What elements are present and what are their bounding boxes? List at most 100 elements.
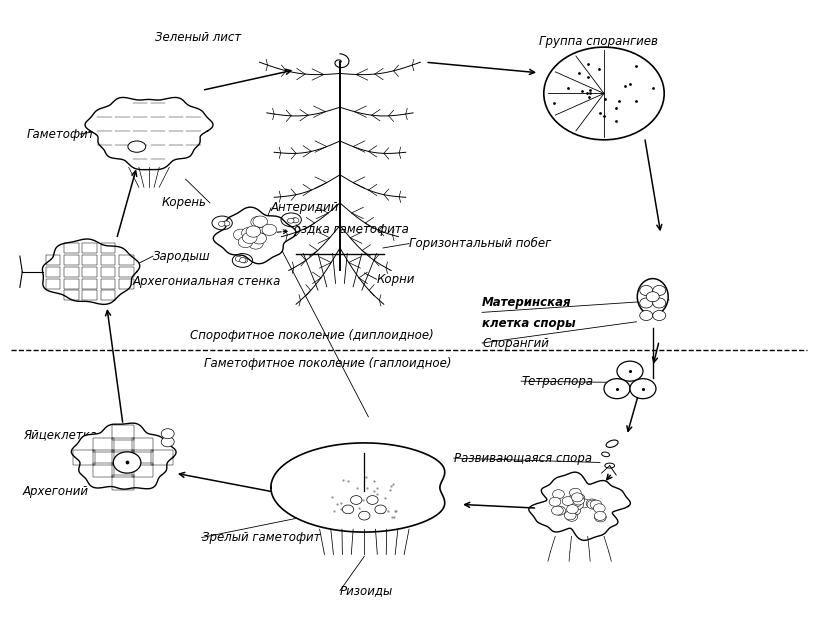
- Ellipse shape: [606, 440, 618, 447]
- Bar: [64, 290, 79, 300]
- Ellipse shape: [605, 463, 614, 468]
- Text: Зеленый лист: Зеленый лист: [155, 31, 240, 44]
- Circle shape: [570, 492, 582, 501]
- Text: клетка споры: клетка споры: [482, 317, 576, 329]
- Circle shape: [113, 452, 141, 473]
- Text: Зародыш: Зародыш: [153, 250, 211, 262]
- Text: Группа спорангиев: Группа спорангиев: [539, 35, 658, 49]
- Circle shape: [554, 506, 565, 515]
- Circle shape: [640, 298, 653, 308]
- Bar: [92, 450, 115, 465]
- Text: Корни: Корни: [376, 273, 415, 286]
- Circle shape: [238, 237, 253, 247]
- Bar: [83, 255, 97, 265]
- Bar: [112, 438, 134, 452]
- Polygon shape: [71, 423, 176, 489]
- Ellipse shape: [212, 216, 232, 230]
- Ellipse shape: [128, 141, 146, 152]
- Bar: [73, 450, 95, 465]
- Circle shape: [562, 497, 574, 505]
- Circle shape: [161, 437, 174, 447]
- Bar: [46, 255, 61, 265]
- Circle shape: [549, 497, 561, 506]
- Text: Спорофитное поколение (диплоидное): Спорофитное поколение (диплоидное): [190, 329, 434, 343]
- Circle shape: [573, 496, 584, 505]
- Circle shape: [630, 379, 656, 399]
- Text: Архегоний: Архегоний: [23, 485, 89, 498]
- Bar: [112, 425, 134, 440]
- Circle shape: [236, 256, 242, 261]
- Circle shape: [569, 488, 581, 497]
- Circle shape: [640, 310, 653, 321]
- Bar: [64, 267, 79, 277]
- Circle shape: [544, 47, 664, 140]
- Circle shape: [572, 498, 583, 507]
- Circle shape: [587, 499, 598, 508]
- Polygon shape: [213, 207, 296, 264]
- Bar: [64, 279, 79, 288]
- Text: Архегониальная стенка: Архегониальная стенка: [133, 274, 281, 288]
- Circle shape: [646, 292, 659, 302]
- Circle shape: [564, 511, 576, 520]
- Circle shape: [223, 221, 230, 226]
- Circle shape: [233, 229, 248, 240]
- Text: Материнская: Материнская: [482, 297, 572, 309]
- Bar: [101, 279, 115, 288]
- Bar: [83, 267, 97, 277]
- Bar: [119, 279, 133, 288]
- Text: Горизонтальный побег: Горизонтальный побег: [409, 237, 551, 250]
- Ellipse shape: [637, 279, 668, 315]
- Polygon shape: [528, 472, 631, 540]
- Circle shape: [253, 216, 267, 227]
- Bar: [64, 243, 79, 253]
- Bar: [83, 279, 97, 288]
- Bar: [46, 267, 61, 277]
- Circle shape: [553, 490, 564, 498]
- Bar: [101, 290, 115, 300]
- Circle shape: [262, 224, 276, 235]
- Circle shape: [251, 216, 265, 228]
- Circle shape: [240, 257, 246, 262]
- Circle shape: [604, 379, 630, 399]
- Text: Антеридий: Антеридий: [271, 201, 339, 215]
- Circle shape: [573, 493, 585, 502]
- Circle shape: [572, 500, 583, 509]
- Circle shape: [653, 285, 666, 295]
- Bar: [112, 450, 134, 465]
- Circle shape: [551, 506, 564, 515]
- Ellipse shape: [232, 254, 253, 268]
- Bar: [83, 243, 97, 253]
- Bar: [83, 290, 97, 300]
- Circle shape: [252, 233, 267, 244]
- Circle shape: [246, 226, 261, 237]
- Bar: [119, 267, 133, 277]
- Bar: [101, 255, 115, 265]
- Polygon shape: [85, 97, 213, 170]
- Bar: [132, 463, 154, 477]
- Circle shape: [161, 428, 174, 439]
- Bar: [151, 450, 173, 465]
- Circle shape: [587, 500, 599, 509]
- Circle shape: [343, 505, 353, 514]
- Circle shape: [246, 227, 261, 239]
- Circle shape: [569, 498, 581, 507]
- Circle shape: [350, 495, 362, 504]
- Text: Тетраспора: Тетраспора: [521, 375, 593, 387]
- Bar: [132, 450, 154, 465]
- Text: Бороздка гаметофита: Бороздка гаметофита: [271, 223, 409, 236]
- Text: Зрелый гаметофит: Зрелый гаметофит: [202, 531, 321, 544]
- Circle shape: [244, 229, 258, 240]
- Bar: [64, 255, 79, 265]
- Circle shape: [222, 221, 229, 226]
- Circle shape: [595, 511, 606, 521]
- Circle shape: [593, 504, 605, 513]
- Circle shape: [242, 232, 257, 244]
- Bar: [46, 279, 61, 288]
- Text: Спорангий: Спорангий: [482, 336, 549, 350]
- Bar: [92, 438, 115, 452]
- Text: Яйцеклетка: Яйцеклетка: [23, 428, 97, 441]
- Circle shape: [590, 500, 602, 509]
- Circle shape: [291, 218, 298, 223]
- Ellipse shape: [281, 213, 301, 227]
- Circle shape: [249, 238, 263, 249]
